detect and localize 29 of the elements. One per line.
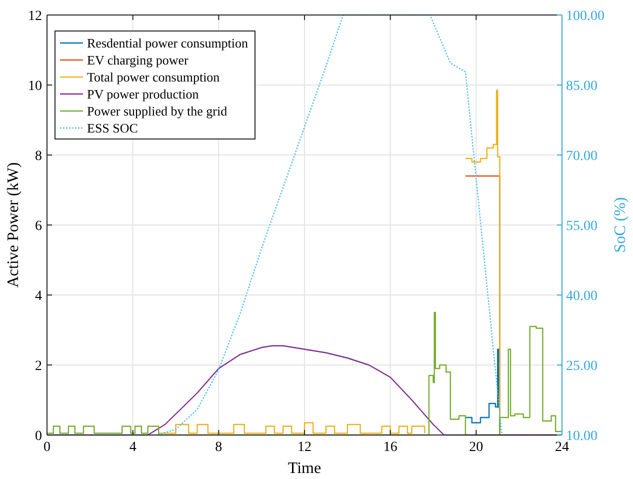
x-tick-label: 8 <box>215 440 222 455</box>
y-tick-label: 12 <box>28 9 42 24</box>
y-tick-label: 4 <box>35 289 42 304</box>
legend-label: Resdential power consumption <box>87 36 249 50</box>
x-tick-label: 4 <box>129 440 136 455</box>
x-tick-label: 24 <box>555 440 569 455</box>
y2-tick-label: 40.00 <box>566 289 598 304</box>
legend-label: EV charging power <box>87 52 189 68</box>
y-tick-label: 10 <box>28 79 42 94</box>
x-tick-label: 12 <box>298 440 312 455</box>
y2-tick-label: 70.00 <box>566 149 598 164</box>
y2-tick-label: 85.00 <box>566 79 598 94</box>
legend-label: Power supplied by the grid <box>87 104 228 118</box>
legend-label: PV power production <box>87 86 200 102</box>
y2-tick-label: 10.00 <box>566 429 598 444</box>
x-tick-label: 16 <box>383 440 398 455</box>
x-axis-title: Time <box>288 460 322 477</box>
y-tick-label: 6 <box>35 219 42 234</box>
y-tick-label: 0 <box>35 429 42 444</box>
legend-label: Total power consumption <box>87 70 220 84</box>
y-axis-title: Active Power (kW) <box>5 162 22 288</box>
y-tick-label: 2 <box>35 359 42 374</box>
y2-tick-label: 100.00 <box>566 9 604 24</box>
y2-tick-label: 25.00 <box>566 359 598 374</box>
y2-tick-label: 55.00 <box>566 219 598 234</box>
x-tick-label: 20 <box>469 440 484 455</box>
y2-axis-title: SoC (%) <box>612 197 629 253</box>
legend-label: ESS SOC <box>87 120 138 136</box>
y-tick-label: 8 <box>35 149 42 164</box>
